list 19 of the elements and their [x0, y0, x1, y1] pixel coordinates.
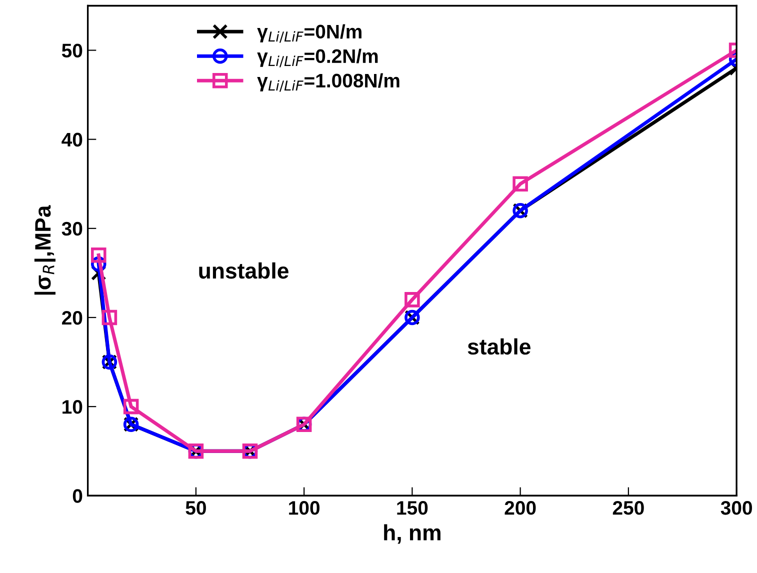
x-tick-label: 50: [186, 501, 206, 515]
y-tick-label: 40: [62, 132, 82, 147]
x-tick-label: 200: [504, 501, 536, 515]
x-tick-label: 100: [289, 501, 320, 515]
y-tick-label: 0: [72, 489, 82, 503]
x-tick-label: 250: [612, 501, 644, 515]
annotation: unstable: [199, 262, 288, 279]
legend-label: γ$_{Li/LiF}$=0N/m: [257, 24, 362, 43]
y-tick-label: 20: [62, 310, 82, 325]
x-axis-title: h, nm: [384, 524, 440, 544]
legend-label: γ$_{Li/LiF}$=0.2N/m: [257, 48, 378, 68]
x-tick-label: 150: [397, 501, 428, 515]
y-tick-label: 30: [62, 222, 82, 236]
x-tick-label: 300: [720, 501, 752, 515]
y-tick-label: 10: [62, 400, 82, 414]
y-tick-label: 50: [62, 44, 82, 58]
annotation: stable: [468, 338, 530, 355]
legend-label: γ$_{Li/LiF}$=1.008N/m: [257, 73, 400, 92]
y-axis-title: |σ$_{R}$|,MPa: [34, 205, 56, 295]
